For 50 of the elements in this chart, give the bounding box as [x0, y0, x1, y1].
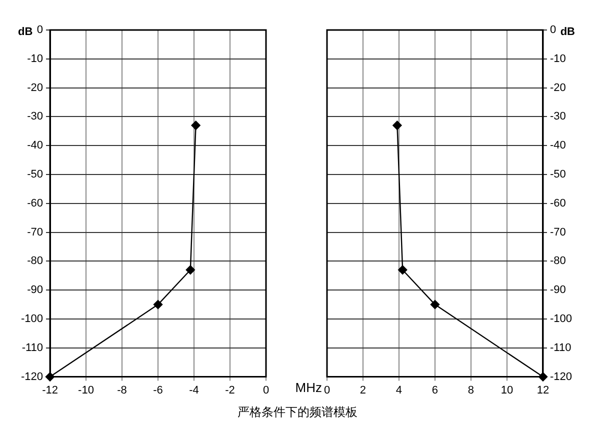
y-tick-label: -110	[22, 342, 44, 354]
y-tick-label: -50	[27, 168, 44, 181]
x-tick-label: 8	[468, 384, 474, 396]
y-tick-label: -70	[550, 226, 566, 238]
y-axis-title: dB	[18, 26, 33, 38]
x-tick-label: -8	[117, 384, 127, 396]
x-tick-label: 12	[536, 384, 550, 396]
x-tick-label: 2	[360, 384, 366, 396]
y-tick-label: -120	[20, 370, 44, 383]
y-tick-label: -50	[550, 168, 566, 181]
x-axis-title: MHz	[295, 380, 322, 395]
x-tick-label: 0	[262, 384, 270, 396]
point	[392, 120, 402, 130]
point	[430, 300, 440, 310]
y-tick-label: -20	[550, 82, 566, 94]
x-tick-label: 6	[432, 384, 438, 396]
y-tick-label: -70	[27, 226, 44, 238]
x-tick-label: 10	[500, 384, 514, 396]
y-tick-label: -90	[550, 284, 566, 296]
text: 严格条件下的频谱模板	[238, 405, 358, 419]
y-tick-label: -20	[27, 82, 44, 94]
y-tick-label: -80	[550, 255, 566, 268]
y-tick-label: -90	[27, 284, 44, 296]
x-tick-label: -12	[42, 384, 58, 396]
y-tick-label: 0	[36, 24, 44, 36]
y-axis-title: dB	[560, 26, 575, 38]
y-tick-label: -30	[550, 110, 566, 123]
x-tick-label: 4	[396, 384, 402, 396]
y-tick-label: -80	[27, 255, 44, 268]
y-tick-label: -120	[550, 370, 572, 383]
x-tick-label: -4	[189, 384, 199, 396]
x-tick-label: -2	[225, 384, 235, 396]
y-tick-label: -60	[27, 197, 44, 210]
point	[186, 265, 196, 274]
point	[191, 120, 200, 130]
y-tick-label: -110	[550, 342, 572, 354]
y-tick-label: 0	[550, 24, 556, 36]
y-tick-label: -60	[550, 197, 566, 210]
x-tick-label: -10	[78, 384, 94, 396]
x-tick-label: -6	[153, 384, 163, 396]
y-tick-label: -10	[550, 52, 566, 65]
y-tick-label: -40	[550, 140, 566, 152]
y-tick-label: -100	[550, 313, 572, 326]
y-tick-label: -30	[27, 110, 44, 123]
point	[153, 300, 163, 310]
x-tick-label: 0	[324, 384, 330, 396]
y-tick-label: -10	[27, 52, 44, 65]
point	[398, 265, 408, 274]
y-tick-label: -40	[27, 140, 44, 152]
y-tick-label: -100	[20, 313, 44, 326]
